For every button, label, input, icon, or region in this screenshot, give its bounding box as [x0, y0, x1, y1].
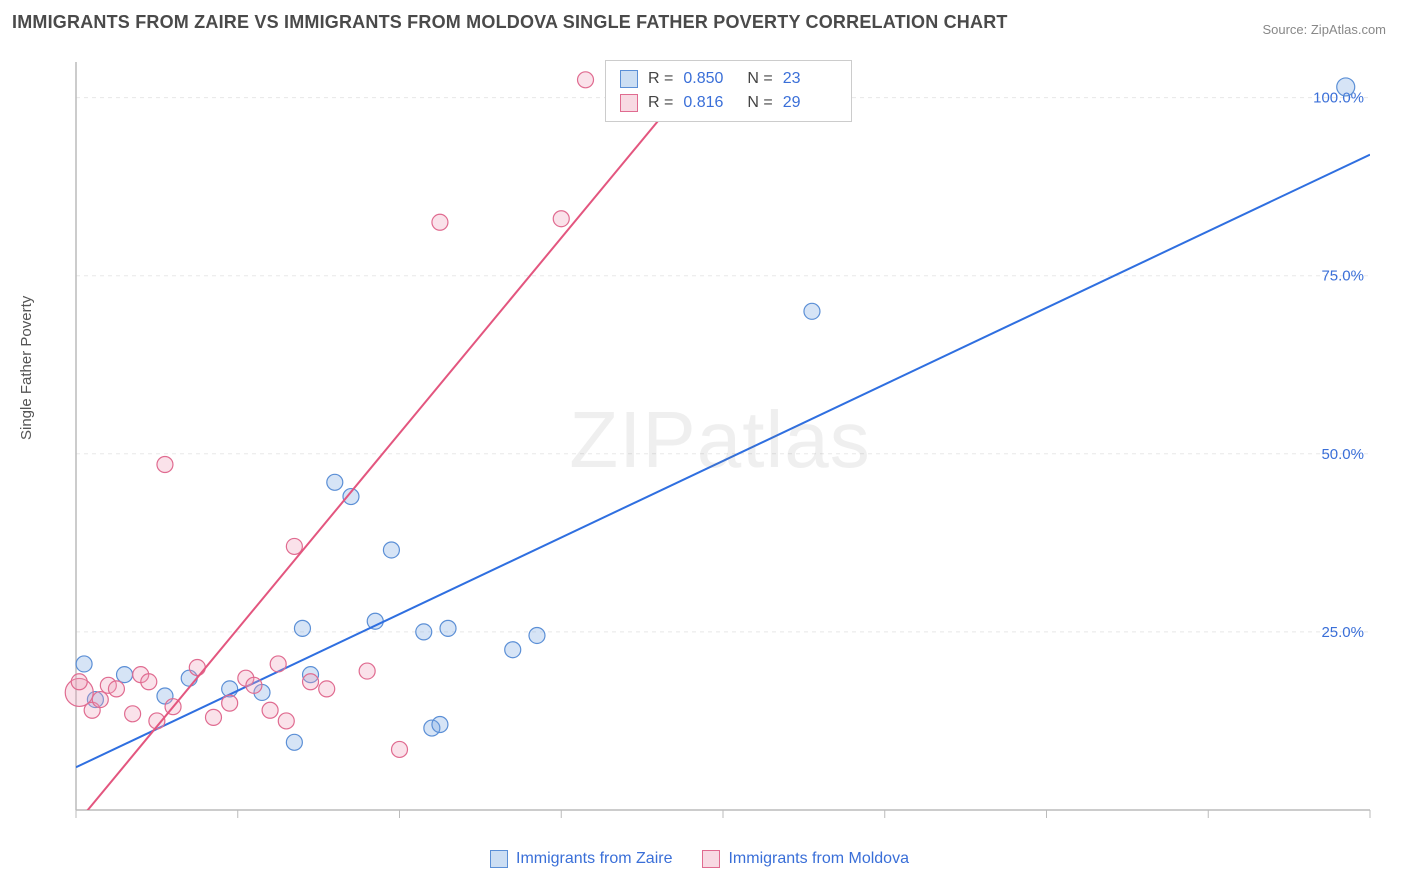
- data-point: [262, 702, 278, 718]
- r-label: R =: [648, 91, 673, 115]
- swatch-moldova-icon: [620, 94, 638, 112]
- n-label: N =: [747, 91, 772, 115]
- data-point: [205, 709, 221, 725]
- data-point: [1337, 78, 1355, 96]
- source-label: Source: ZipAtlas.com: [1262, 22, 1386, 37]
- data-point: [141, 674, 157, 690]
- legend-label-zaire: Immigrants from Zaire: [516, 850, 672, 868]
- data-point: [294, 620, 310, 636]
- stats-row-moldova: R = 0.816 N = 29: [620, 91, 837, 115]
- data-point: [303, 674, 319, 690]
- legend-label-moldova: Immigrants from Moldova: [728, 850, 909, 868]
- chart-title: IMMIGRANTS FROM ZAIRE VS IMMIGRANTS FROM…: [12, 12, 1008, 33]
- data-point: [432, 214, 448, 230]
- data-point: [71, 674, 87, 690]
- data-point: [117, 667, 133, 683]
- data-point: [246, 677, 262, 693]
- data-point: [416, 624, 432, 640]
- legend-item-zaire: Immigrants from Zaire: [490, 850, 672, 868]
- data-point: [432, 717, 448, 733]
- data-point: [327, 474, 343, 490]
- data-point: [319, 681, 335, 697]
- svg-text:75.0%: 75.0%: [1321, 268, 1364, 285]
- y-axis-label: Single Father Poverty: [18, 296, 35, 440]
- svg-text:0.0%: 0.0%: [76, 829, 110, 830]
- regression-line: [76, 62, 707, 824]
- r-label: R =: [648, 67, 673, 91]
- svg-text:50.0%: 50.0%: [1321, 446, 1364, 463]
- data-point: [222, 695, 238, 711]
- chart-svg: 25.0%50.0%75.0%100.0%0.0%8.0%: [60, 50, 1380, 830]
- svg-text:25.0%: 25.0%: [1321, 624, 1364, 641]
- stats-legend-box: R = 0.850 N = 23 R = 0.816 N = 29: [605, 60, 852, 122]
- data-point: [392, 741, 408, 757]
- chart-plot-area: 25.0%50.0%75.0%100.0%0.0%8.0% ZIPatlas R…: [60, 50, 1380, 830]
- data-point: [278, 713, 294, 729]
- swatch-moldova-icon: [702, 850, 720, 868]
- data-point: [553, 211, 569, 227]
- data-point: [189, 660, 205, 676]
- zaire-r-value: 0.850: [683, 67, 737, 91]
- data-point: [286, 538, 302, 554]
- regression-line: [76, 155, 1370, 768]
- n-label: N =: [747, 67, 772, 91]
- moldova-n-value: 29: [783, 91, 837, 115]
- data-point: [270, 656, 286, 672]
- legend-item-moldova: Immigrants from Moldova: [702, 850, 909, 868]
- swatch-zaire-icon: [620, 70, 638, 88]
- data-point: [92, 692, 108, 708]
- data-point: [529, 627, 545, 643]
- data-point: [76, 656, 92, 672]
- swatch-zaire-icon: [490, 850, 508, 868]
- data-point: [125, 706, 141, 722]
- data-point: [505, 642, 521, 658]
- data-point: [804, 303, 820, 319]
- stats-row-zaire: R = 0.850 N = 23: [620, 67, 837, 91]
- moldova-r-value: 0.816: [683, 91, 737, 115]
- data-point: [157, 456, 173, 472]
- svg-text:8.0%: 8.0%: [1336, 829, 1370, 830]
- data-point: [383, 542, 399, 558]
- zaire-n-value: 23: [783, 67, 837, 91]
- bottom-legend: Immigrants from Zaire Immigrants from Mo…: [490, 850, 909, 868]
- data-point: [108, 681, 124, 697]
- data-point: [286, 734, 302, 750]
- data-point: [578, 72, 594, 88]
- data-point: [440, 620, 456, 636]
- data-point: [359, 663, 375, 679]
- data-point: [367, 613, 383, 629]
